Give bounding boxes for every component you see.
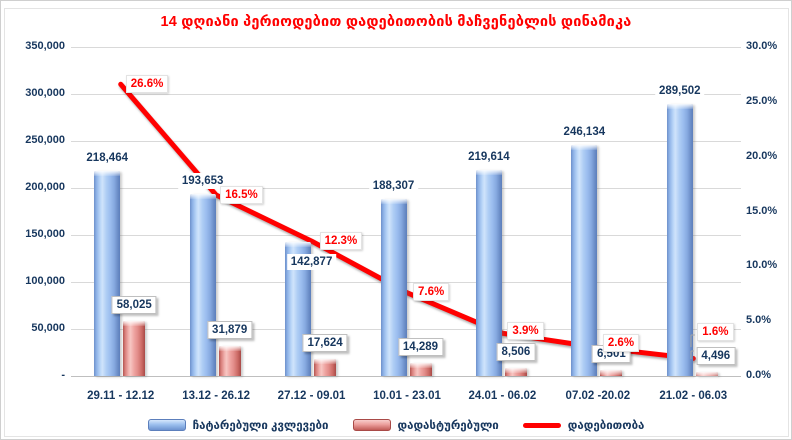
x-axis-category-label: 13.12 - 26.12 <box>182 390 251 402</box>
tests-value-label: 142,877 <box>286 253 337 270</box>
left-axis-tick-label: 300,000 <box>25 87 65 99</box>
tests-bar <box>666 103 693 376</box>
x-axis-category-label: 07.02 -20.02 <box>565 390 631 402</box>
right-axis-tick-label: 5.0% <box>746 314 772 327</box>
legend-item-label: დადებითობა <box>567 420 645 432</box>
bar-top-highlight <box>409 362 432 368</box>
bar-top-highlight <box>285 241 312 247</box>
x-axis-category-label: 10.01 - 23.01 <box>373 390 441 402</box>
bar-top-highlight <box>189 193 216 199</box>
confirmed-bar <box>600 369 623 376</box>
confirmed-bar <box>695 371 718 377</box>
positivity-percent-label: 7.6% <box>413 282 450 301</box>
tests-bar <box>571 144 598 376</box>
left-axis-tick-label: - <box>61 369 65 381</box>
legend-item: ჩატარებული კვლევები <box>147 418 329 432</box>
tests-bar <box>475 169 502 376</box>
bar-top-highlight <box>695 371 718 377</box>
positivity-percent-label: 1.6% <box>697 323 734 342</box>
left-axis-tick-label: 150,000 <box>25 228 65 240</box>
right-axis-tick-label: 30.0% <box>746 40 778 52</box>
positivity-percent-label: 12.3% <box>319 232 363 251</box>
legend-red-bar-swatch <box>352 419 391 431</box>
confirmed-bar <box>218 346 241 376</box>
right-axis-tick-label: 15.0% <box>746 204 778 217</box>
left-axis-tick-label: 100,000 <box>25 275 65 287</box>
confirmed-value-label: 58,025 <box>111 296 157 315</box>
x-axis-category-label: 24.01 - 06.02 <box>468 390 537 402</box>
bar-top-highlight <box>218 346 241 352</box>
bar-top-highlight <box>380 198 407 204</box>
x-axis-line <box>71 376 741 377</box>
tests-value-label: 193,653 <box>177 172 228 189</box>
confirmed-value-label: 31,879 <box>207 321 253 340</box>
left-axis-tick-label: 350,000 <box>25 40 65 52</box>
x-axis-category-label: 21.02 - 06.03 <box>659 390 728 402</box>
legend-item: დადებითობა <box>522 418 645 432</box>
tests-bar <box>189 193 216 376</box>
positivity-percent-label: 26.6% <box>125 75 169 94</box>
confirmed-bar <box>409 362 432 376</box>
tests-bar <box>94 170 121 376</box>
gridline <box>71 47 741 48</box>
legend-blue-bar-swatch <box>147 419 186 431</box>
legend-red-line-swatch <box>522 422 561 428</box>
left-axis-tick-label: 50,000 <box>31 322 65 334</box>
confirmed-value-label: 14,289 <box>397 337 444 356</box>
right-axis-tick-label: 20.0% <box>746 149 778 162</box>
confirmed-value-label: 8,506 <box>496 343 536 361</box>
legend-item-label: ჩატარებული კვლევები <box>192 420 329 432</box>
bar-top-highlight <box>504 368 527 373</box>
legend-item-label: დადასტურებული <box>397 420 499 432</box>
positivity-percent-label: 2.6% <box>602 334 640 353</box>
right-axis-tick-label: 10.0% <box>746 259 778 272</box>
confirmed-value-label: 17,624 <box>302 334 348 353</box>
chart-title: 14 დღიანი პერიოდებით დადებითობის მაჩვენე… <box>160 14 632 30</box>
confirmed-bar <box>504 368 527 376</box>
gridline <box>71 94 741 95</box>
tests-value-label: 188,307 <box>368 177 419 194</box>
confirmed-bar <box>314 359 337 376</box>
legend-item: დადასტურებული <box>352 418 499 432</box>
confirmed-value-label: 4,496 <box>696 346 736 365</box>
bar-top-highlight <box>94 170 121 176</box>
tests-value-label: 289,502 <box>654 82 705 99</box>
bar-top-highlight <box>475 169 502 175</box>
left-axis-tick-label: 250,000 <box>25 134 65 146</box>
positivity-percent-label: 16.5% <box>220 186 263 205</box>
right-axis-tick-label: 0.0% <box>746 369 772 381</box>
bar-top-highlight <box>666 103 693 109</box>
bar-top-highlight <box>123 321 146 327</box>
bar-top-highlight <box>600 369 623 375</box>
left-axis-tick-label: 200,000 <box>25 181 65 193</box>
confirmed-bar <box>123 321 146 376</box>
tests-value-label: 246,134 <box>559 123 610 140</box>
positivity-percent-label: 3.9% <box>507 322 544 341</box>
tests-value-label: 219,614 <box>464 148 514 165</box>
tests-value-label: 218,464 <box>82 149 132 166</box>
x-axis-category-label: 27.12 - 09.01 <box>277 390 346 402</box>
right-axis-tick-label: 25.0% <box>746 94 778 107</box>
bar-top-highlight <box>314 359 337 365</box>
x-axis-category-label: 29.11 - 12.12 <box>87 390 155 402</box>
gridline <box>71 141 741 142</box>
legend: ჩატარებული კვლევები დადასტურებული დადებითო… <box>1 418 791 432</box>
bar-top-highlight <box>571 144 598 150</box>
